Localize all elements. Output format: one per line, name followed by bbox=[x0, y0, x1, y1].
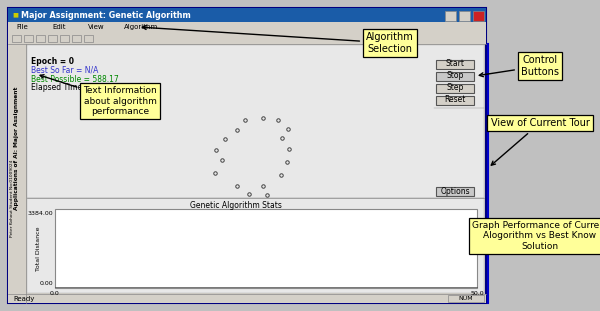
FancyBboxPatch shape bbox=[436, 83, 474, 92]
Text: 0.00: 0.00 bbox=[40, 281, 53, 286]
Text: Total Distance: Total Distance bbox=[37, 226, 41, 271]
FancyBboxPatch shape bbox=[48, 35, 57, 42]
Text: View: View bbox=[88, 24, 104, 30]
Text: Applications of AI: Major Assignment: Applications of AI: Major Assignment bbox=[14, 87, 20, 210]
FancyBboxPatch shape bbox=[27, 45, 484, 198]
Text: Step: Step bbox=[446, 83, 464, 92]
FancyBboxPatch shape bbox=[72, 35, 81, 42]
Text: Best So Far = N/A: Best So Far = N/A bbox=[31, 66, 98, 75]
Text: ■: ■ bbox=[12, 12, 18, 17]
Text: Best Possible = 588.17: Best Possible = 588.17 bbox=[31, 75, 119, 83]
FancyBboxPatch shape bbox=[60, 35, 69, 42]
FancyBboxPatch shape bbox=[8, 8, 486, 303]
FancyBboxPatch shape bbox=[12, 35, 21, 42]
Text: Control
Buttons: Control Buttons bbox=[479, 55, 559, 77]
FancyBboxPatch shape bbox=[8, 22, 486, 32]
FancyBboxPatch shape bbox=[24, 35, 33, 42]
FancyBboxPatch shape bbox=[448, 295, 484, 302]
FancyBboxPatch shape bbox=[8, 8, 486, 22]
FancyBboxPatch shape bbox=[473, 11, 484, 21]
FancyBboxPatch shape bbox=[84, 35, 93, 42]
Text: Start: Start bbox=[445, 59, 464, 68]
Text: Major Assignment: Genetic Algorithm: Major Assignment: Genetic Algorithm bbox=[21, 11, 191, 20]
Text: Edit: Edit bbox=[52, 24, 65, 30]
Text: Reset: Reset bbox=[445, 95, 466, 104]
Text: Peter Kohout Student No:01009024: Peter Kohout Student No:01009024 bbox=[10, 160, 14, 237]
Text: Elapsed Time = 0.00(ms): Elapsed Time = 0.00(ms) bbox=[31, 83, 128, 92]
Text: NUM: NUM bbox=[458, 296, 473, 301]
FancyBboxPatch shape bbox=[36, 35, 45, 42]
Text: 50.0: 50.0 bbox=[470, 291, 484, 296]
FancyBboxPatch shape bbox=[55, 209, 477, 288]
FancyBboxPatch shape bbox=[436, 72, 474, 81]
Text: Epoch = 0: Epoch = 0 bbox=[31, 57, 74, 66]
FancyBboxPatch shape bbox=[436, 95, 474, 104]
Text: Graph Performance of Current
Alogorithm vs Best Know
Solution: Graph Performance of Current Alogorithm … bbox=[472, 221, 600, 251]
FancyBboxPatch shape bbox=[27, 198, 484, 293]
Text: View of Current Tour: View of Current Tour bbox=[491, 118, 589, 165]
FancyBboxPatch shape bbox=[436, 187, 474, 196]
Text: Ready: Ready bbox=[13, 295, 34, 301]
FancyBboxPatch shape bbox=[445, 11, 456, 21]
FancyBboxPatch shape bbox=[8, 32, 486, 44]
Text: 0.0: 0.0 bbox=[50, 291, 60, 296]
Text: Algorithm: Algorithm bbox=[124, 24, 158, 30]
Text: Algorithm
Selection: Algorithm Selection bbox=[142, 26, 414, 54]
FancyBboxPatch shape bbox=[8, 44, 26, 303]
Text: Stop: Stop bbox=[446, 72, 464, 81]
FancyBboxPatch shape bbox=[8, 294, 486, 303]
Text: File: File bbox=[16, 24, 28, 30]
FancyBboxPatch shape bbox=[459, 11, 470, 21]
FancyBboxPatch shape bbox=[436, 59, 474, 68]
Text: Text Information
about algorithm
performance: Text Information about algorithm perform… bbox=[40, 75, 157, 116]
Text: Options: Options bbox=[440, 187, 470, 196]
Text: 3384.00: 3384.00 bbox=[28, 211, 53, 216]
Text: Genetic Algorithm Stats: Genetic Algorithm Stats bbox=[190, 202, 281, 211]
